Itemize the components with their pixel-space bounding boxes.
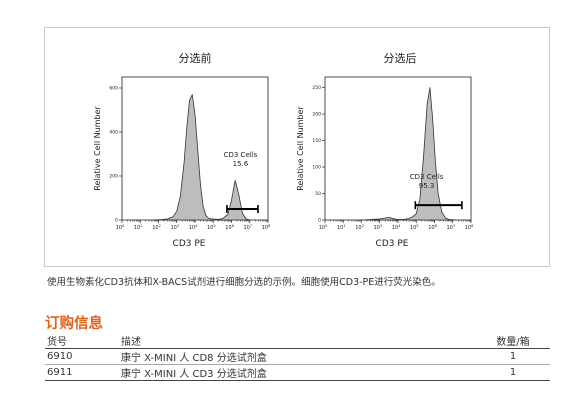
x-tick-label: 100	[116, 224, 125, 231]
y-tick-label: 200	[109, 174, 118, 180]
table-row: 6910 康宁 X-MINI 人 CD8 分选试剂盒 1	[45, 348, 550, 365]
chart-title: 分选后	[384, 52, 417, 65]
header-description: 描述	[119, 333, 476, 349]
gate-value: 15.6	[233, 160, 249, 168]
histogram-area	[154, 94, 251, 221]
y-axis-label: Relative Cell Number	[93, 106, 102, 191]
x-tick-label: 108	[465, 224, 474, 231]
order-table: 货号 描述 数量/箱 6910 康宁 X-MINI 人 CD8 分选试剂盒 1 …	[45, 333, 550, 381]
y-tick-label: 250	[312, 85, 321, 91]
x-axis-label: CD3 PE	[173, 239, 206, 249]
x-tick-label: 106	[225, 224, 234, 231]
x-tick-label: 103	[170, 224, 179, 231]
y-tick-label: 200	[312, 112, 321, 118]
gate-label: CD3 Cells	[224, 151, 258, 159]
x-axis-label: CD3 PE	[376, 239, 409, 249]
x-tick-label: 104	[392, 224, 401, 231]
y-tick-label: 400	[109, 130, 118, 136]
x-tick-label: 104	[189, 224, 198, 231]
row-item-number: 6910	[45, 348, 119, 365]
order-info-title: 订购信息	[45, 316, 103, 332]
figure-caption: 使用生物素化CD3抗体和X-BACS试剂进行细胞分选的示例。细胞使用CD3-PE…	[47, 277, 441, 288]
x-tick-label: 108	[262, 224, 271, 231]
table-row: 6911 康宁 X-MINI 人 CD3 分选试剂盒 1	[45, 364, 550, 381]
histogram-figure: 分选前 0 200 400 600 100 101 102 103 104 105 106 107 108…	[93, 51, 473, 249]
y-axis-label: Relative Cell Number	[296, 106, 305, 191]
chart-title: 分选前	[179, 51, 212, 65]
row-description: 康宁 X-MINI 人 CD8 分选试剂盒	[119, 348, 476, 365]
y-tick-label: 150	[312, 138, 321, 144]
x-tick-label: 106	[428, 224, 437, 231]
x-tick-label: 100	[319, 224, 328, 231]
y-tick-label: 100	[312, 165, 321, 171]
x-tick-label: 102	[355, 224, 364, 231]
chart-before-sort: 分选前 0 200 400 600 100 101 102 103 104 105 106 107 108…	[93, 51, 270, 249]
y-tick-label: 50	[315, 191, 321, 197]
chart-after-sort: 分选后 0 50 100 150 200 250 100 101 102 103 104 105 106 1…	[296, 52, 473, 249]
x-tick-label: 102	[152, 224, 161, 231]
gate-label: CD3 Cells	[410, 173, 444, 181]
x-tick-label: 103	[373, 224, 382, 231]
plot-frame	[324, 76, 472, 221]
order-table-header: 货号 描述 数量/箱	[45, 333, 550, 349]
y-tick-label: 0	[115, 218, 118, 224]
row-description: 康宁 X-MINI 人 CD3 分选试剂盒	[119, 364, 476, 381]
x-tick-label: 101	[134, 224, 143, 231]
header-quantity: 数量/箱	[476, 333, 550, 349]
header-item-number: 货号	[45, 333, 119, 349]
histogram-area	[361, 87, 457, 221]
row-quantity: 1	[476, 348, 550, 365]
y-tick-label: 0	[318, 218, 321, 224]
row-item-number: 6911	[45, 364, 119, 381]
figure-box	[44, 27, 550, 267]
x-tick-label: 105	[410, 224, 419, 231]
y-tick-label: 600	[109, 86, 118, 92]
x-tick-label: 105	[207, 224, 216, 231]
x-tick-label: 107	[446, 224, 455, 231]
x-tick-label: 107	[243, 224, 252, 231]
row-quantity: 1	[476, 364, 550, 381]
x-tick-label: 101	[337, 224, 346, 231]
gate-value: 95.3	[419, 182, 435, 190]
